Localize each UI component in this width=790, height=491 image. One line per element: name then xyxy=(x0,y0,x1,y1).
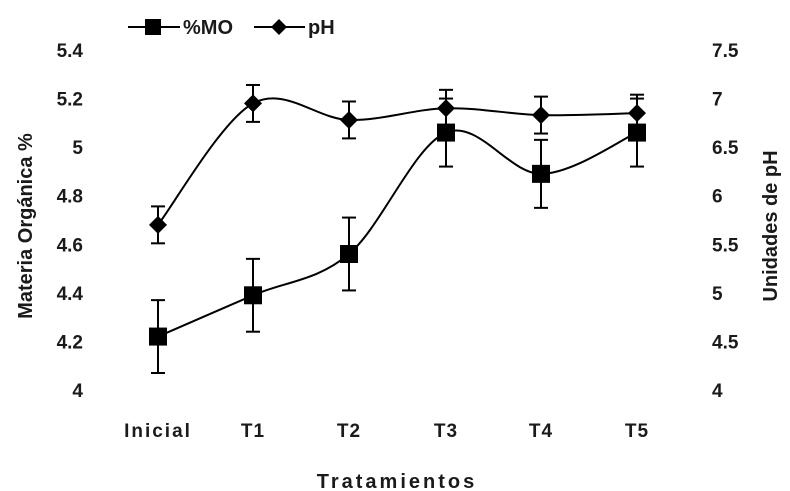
y-right-tick-label: 6 xyxy=(712,187,723,208)
data-point-ph xyxy=(532,106,550,125)
data-point-ph xyxy=(340,110,358,129)
data-point-ph xyxy=(628,104,646,123)
y-left-tick-label: 4.8 xyxy=(57,187,83,208)
x-tick-labels: Inicial T1 T2 T3 T4 T5 xyxy=(124,421,649,442)
x-axis-title: Tratamientos xyxy=(317,471,477,491)
data-point-mo xyxy=(149,327,167,346)
data-point-ph xyxy=(437,99,455,118)
x-tick-label: T3 xyxy=(434,421,458,442)
y-right-tick-label: 4.5 xyxy=(712,332,739,353)
data-point-mo xyxy=(340,245,358,263)
y-left-tick-label: 4 xyxy=(72,381,83,402)
legend-marker-ph xyxy=(271,19,287,35)
y-left-tick-label: 5 xyxy=(72,138,83,159)
x-tick-label: Inicial xyxy=(124,421,192,442)
y-right-tick-labels: 4 4.5 5 5.5 6 6.5 7 7.5 xyxy=(712,41,739,402)
y-left-tick-label: 5.4 xyxy=(57,41,84,62)
legend-label-mo: %MO xyxy=(183,17,233,39)
y-left-tick-labels: 4 4.2 4.4 4.6 4.8 5 5.2 5.4 xyxy=(57,41,84,402)
y-right-tick-label: 7.5 xyxy=(712,41,739,62)
legend: %MO pH xyxy=(128,17,335,39)
y-left-tick-label: 4.6 xyxy=(57,235,83,256)
y-left-axis-title: Materia Orgánica % xyxy=(15,133,37,319)
y-left-tick-label: 5.2 xyxy=(57,90,83,111)
x-tick-label: T2 xyxy=(337,421,361,442)
y-left-tick-label: 4.4 xyxy=(57,284,84,305)
y-left-tick-label: 4.2 xyxy=(57,332,83,353)
data-point-ph xyxy=(149,215,167,234)
x-tick-label: T5 xyxy=(625,421,649,442)
data-point-mo xyxy=(532,164,550,183)
series-line-mo xyxy=(157,129,638,338)
y-right-tick-label: 5.5 xyxy=(712,235,739,256)
y-right-tick-label: 7 xyxy=(712,90,723,111)
series-line-ph xyxy=(157,97,638,226)
series-ph xyxy=(149,83,646,245)
y-right-axis-title: Unidades de pH xyxy=(760,150,782,301)
y-right-tick-label: 5 xyxy=(712,284,723,305)
legend-label-ph: pH xyxy=(308,17,335,39)
legend-marker-mo xyxy=(145,19,161,35)
y-right-tick-label: 4 xyxy=(712,381,723,402)
y-right-tick-label: 6.5 xyxy=(712,138,739,159)
series-mo xyxy=(149,97,646,374)
plot-area xyxy=(149,83,646,374)
x-tick-label: T4 xyxy=(529,421,553,442)
data-point-ph xyxy=(244,94,262,113)
data-point-mo xyxy=(437,123,455,142)
x-tick-label: T1 xyxy=(241,421,265,442)
data-point-mo xyxy=(244,286,262,305)
